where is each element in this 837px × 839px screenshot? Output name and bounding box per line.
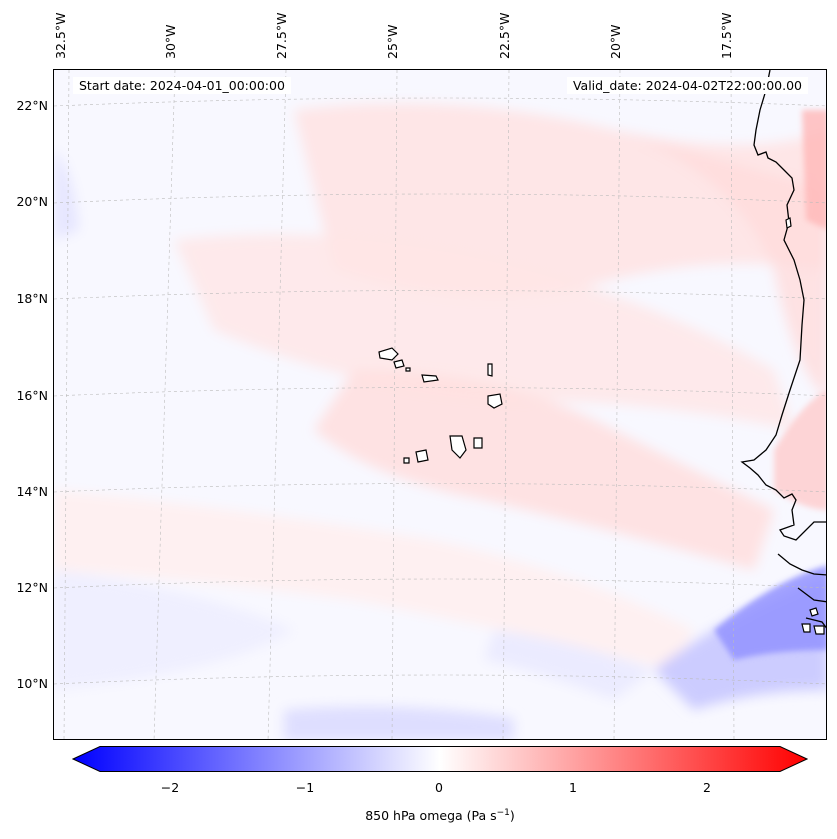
lon-label-32-5w: 32.5°W [53,12,68,59]
colorbar-tick-0: 0 [435,780,443,795]
lon-label-22-5w: 22.5°W [497,12,512,59]
lon-label-30w: 30°W [163,24,178,59]
lon-label-27-5w: 27.5°W [274,12,289,59]
colorbar-tick-1: 1 [569,780,577,795]
colorbar-body [72,746,808,772]
lon-label-20w: 20°W [608,24,623,59]
start-date-label: Start date: 2024-04-01_00:00:00 [73,77,291,94]
valid-date-label: Valid_date: 2024-04-02T22:00:00.00 [566,77,808,94]
lat-label-10n: 10°N [16,676,48,691]
colorbar-tick-neg2: −2 [160,780,180,795]
lat-label-22n: 22°N [16,98,48,113]
colorbar-tick-neg1: −1 [295,780,315,795]
lat-label-14n: 14°N [16,484,48,499]
colorbar [72,746,808,772]
omega-field [54,70,826,739]
lat-label-20n: 20°N [16,194,48,209]
map-panel: Start date: 2024-04-01_00:00:00 Valid_da… [53,69,827,740]
lat-label-16n: 16°N [16,388,48,403]
lon-label-25w: 25°W [385,24,400,59]
colorbar-label: 850 hPa omega (Pa s−1) [365,808,515,824]
lat-label-18n: 18°N [16,291,48,306]
colorbar-tick-2: 2 [703,780,711,795]
lon-label-17-5w: 17.5°W [719,12,734,59]
lat-label-12n: 12°N [16,580,48,595]
